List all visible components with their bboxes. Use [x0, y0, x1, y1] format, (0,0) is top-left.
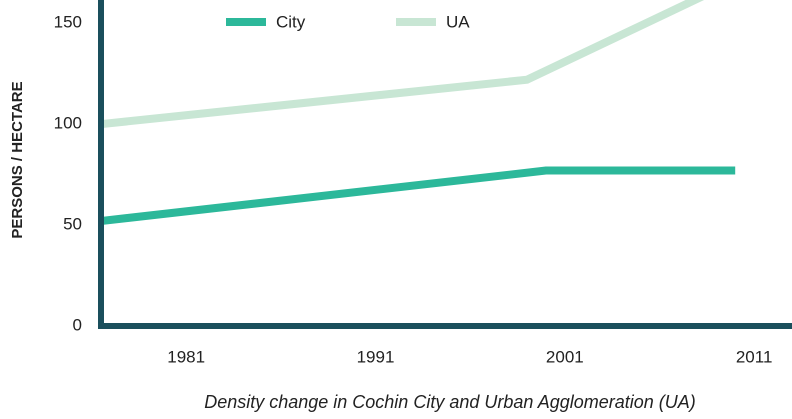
x-tick-label: 2001 [546, 347, 584, 366]
caption: Density change in Cochin City and Urban … [204, 392, 696, 412]
line-series [101, 0, 705, 129]
y-tick-label: 0 [73, 315, 82, 334]
legend-label: City [276, 12, 306, 31]
line-series [101, 166, 736, 225]
y-tick-label: 150 [54, 13, 82, 32]
x-tick-label: 2011 [736, 347, 773, 366]
y-tick-label: 50 [63, 215, 82, 234]
y-tick-label: 100 [54, 114, 82, 133]
y-axis-label: PERSONS / HECTARE [9, 81, 26, 238]
legend-label: UA [446, 12, 470, 31]
x-tick-label: 1991 [357, 347, 395, 366]
x-tick-label: 1981 [167, 347, 205, 366]
